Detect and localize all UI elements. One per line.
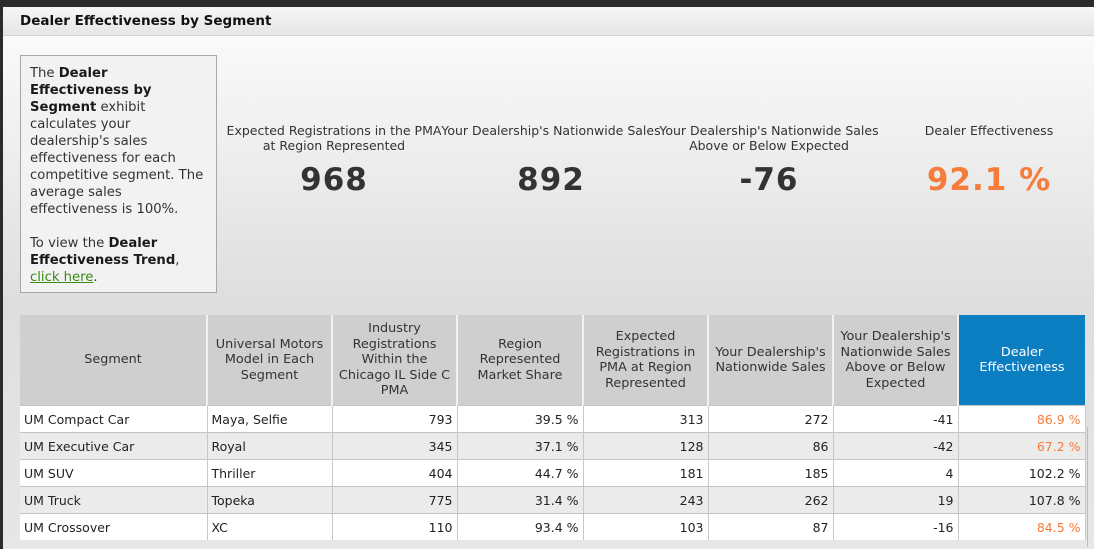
column-header-industry-registrations[interactable]: Industry Registrations Within the Chicag… (332, 315, 458, 406)
column-header-segment[interactable]: Segment (20, 315, 208, 406)
table-header-row: Segment Universal Motors Model in Each S… (20, 315, 1085, 406)
metric-value: 92.1 % (926, 162, 1052, 198)
table-row: UM Compact Car Maya, Selfie 793 39.5 % 3… (20, 405, 1086, 433)
cell-above-below: -42 (833, 432, 959, 460)
panel-title: Dealer Effectiveness by Segment (20, 13, 272, 29)
cell-nationwide-sales: 185 (708, 459, 834, 487)
trend-text: To view the (30, 236, 109, 251)
intro-text: exhibit calculates your dealership's sal… (30, 100, 204, 217)
cell-market-share: 44.7 % (457, 459, 584, 487)
intro-paragraph: The Dealer Effectiveness by Segment exhi… (30, 65, 208, 218)
cell-market-share: 31.4 % (457, 486, 584, 514)
cell-segment: UM Crossover (20, 513, 208, 540)
column-header-market-share[interactable]: Region Represented Market Share (457, 315, 584, 406)
panel-body: The Dealer Effectiveness by Segment exhi… (3, 36, 1094, 549)
column-header-nationwide-sales[interactable]: Your Dealership's Nationwide Sales (708, 315, 834, 406)
cell-industry-registrations: 793 (332, 405, 458, 433)
metric-label: Your Dealership's Nationwide Sales (441, 123, 661, 138)
cell-expected-registrations: 243 (583, 486, 709, 514)
cell-market-share: 37.1 % (457, 432, 584, 460)
segment-table-container: Segment Universal Motors Model in Each S… (20, 315, 1086, 540)
panel-header: Dealer Effectiveness by Segment (3, 7, 1094, 36)
cell-segment: UM Executive Car (20, 432, 208, 460)
cell-nationwide-sales: 86 (708, 432, 834, 460)
table-row: UM Executive Car Royal 345 37.1 % 128 86… (20, 432, 1086, 460)
column-header-expected-registrations[interactable]: Expected Registrations in PMA at Region … (583, 315, 709, 406)
metric-label: Your Dealership's Nationwide Sales Above… (659, 123, 879, 153)
metric-expected-registrations: Expected Registrations in the PMA at Reg… (224, 123, 444, 198)
intro-bold-exhibit-name: Dealer Effectiveness by Segment (30, 66, 152, 115)
table-row: UM SUV Thriller 404 44.7 % 181 185 4 102… (20, 459, 1086, 487)
cell-market-share: 93.4 % (457, 513, 584, 540)
cell-dealer-effectiveness: 102.2 % (958, 459, 1086, 487)
metric-nationwide-sales: Your Dealership's Nationwide Sales 892 (441, 123, 661, 198)
cell-nationwide-sales: 272 (708, 405, 834, 433)
cell-model: Thriller (207, 459, 333, 487)
cell-expected-registrations: 103 (583, 513, 709, 540)
segment-table: Segment Universal Motors Model in Each S… (20, 315, 1086, 540)
dealer-effectiveness-panel: Dealer Effectiveness by Segment The Deal… (3, 7, 1094, 549)
trend-text: . (93, 270, 98, 285)
cell-above-below: 19 (833, 486, 959, 514)
cell-nationwide-sales: 262 (708, 486, 834, 514)
cell-model: Royal (207, 432, 333, 460)
cell-industry-registrations: 404 (332, 459, 458, 487)
cell-dealer-effectiveness: 67.2 % (958, 432, 1086, 460)
column-header-dealer-effectiveness[interactable]: Dealer Effectiveness (958, 315, 1085, 406)
metric-value: 968 (300, 162, 368, 198)
metric-value: -76 (739, 162, 799, 198)
cell-industry-registrations: 110 (332, 513, 458, 540)
cell-segment: UM SUV (20, 459, 208, 487)
table-row: UM Truck Topeka 775 31.4 % 243 262 19 10… (20, 486, 1086, 514)
trend-bold-name: Dealer Effectiveness Trend (30, 236, 176, 268)
cell-expected-registrations: 181 (583, 459, 709, 487)
intro-description-box: The Dealer Effectiveness by Segment exhi… (20, 55, 217, 293)
cell-segment: UM Truck (20, 486, 208, 514)
cell-model: XC (207, 513, 333, 540)
cell-market-share: 39.5 % (457, 405, 584, 433)
cell-dealer-effectiveness: 84.5 % (958, 513, 1086, 540)
metric-value: 892 (517, 162, 585, 198)
column-header-model[interactable]: Universal Motors Model in Each Segment (207, 315, 333, 406)
cell-segment: UM Compact Car (20, 405, 208, 433)
column-header-above-below-expected[interactable]: Your Dealership's Nationwide Sales Above… (833, 315, 959, 406)
metric-sales-above-below: Your Dealership's Nationwide Sales Above… (659, 123, 879, 198)
click-here-link[interactable]: click here (30, 270, 94, 285)
metric-label: Dealer Effectiveness (924, 123, 1054, 138)
cell-above-below: -41 (833, 405, 959, 433)
cell-above-below: -16 (833, 513, 959, 540)
trend-paragraph: To view the Dealer Effectiveness Trend, … (30, 235, 208, 286)
cell-model: Topeka (207, 486, 333, 514)
metric-label: Expected Registrations in the PMA at Reg… (226, 123, 442, 153)
cell-industry-registrations: 775 (332, 486, 458, 514)
cell-dealer-effectiveness: 86.9 % (958, 405, 1086, 433)
cell-expected-registrations: 128 (583, 432, 709, 460)
scrollbar-edge[interactable] (1087, 427, 1094, 547)
cell-nationwide-sales: 87 (708, 513, 834, 540)
cell-model: Maya, Selfie (207, 405, 333, 433)
cell-above-below: 4 (833, 459, 959, 487)
cell-industry-registrations: 345 (332, 432, 458, 460)
cell-dealer-effectiveness: 107.8 % (958, 486, 1086, 514)
metric-dealer-effectiveness: Dealer Effectiveness 92.1 % (879, 123, 1094, 198)
table-row: UM Crossover XC 110 93.4 % 103 87 -16 84… (20, 513, 1086, 540)
cell-expected-registrations: 313 (583, 405, 709, 433)
trend-text: , (175, 253, 180, 268)
intro-text: The (30, 66, 59, 81)
